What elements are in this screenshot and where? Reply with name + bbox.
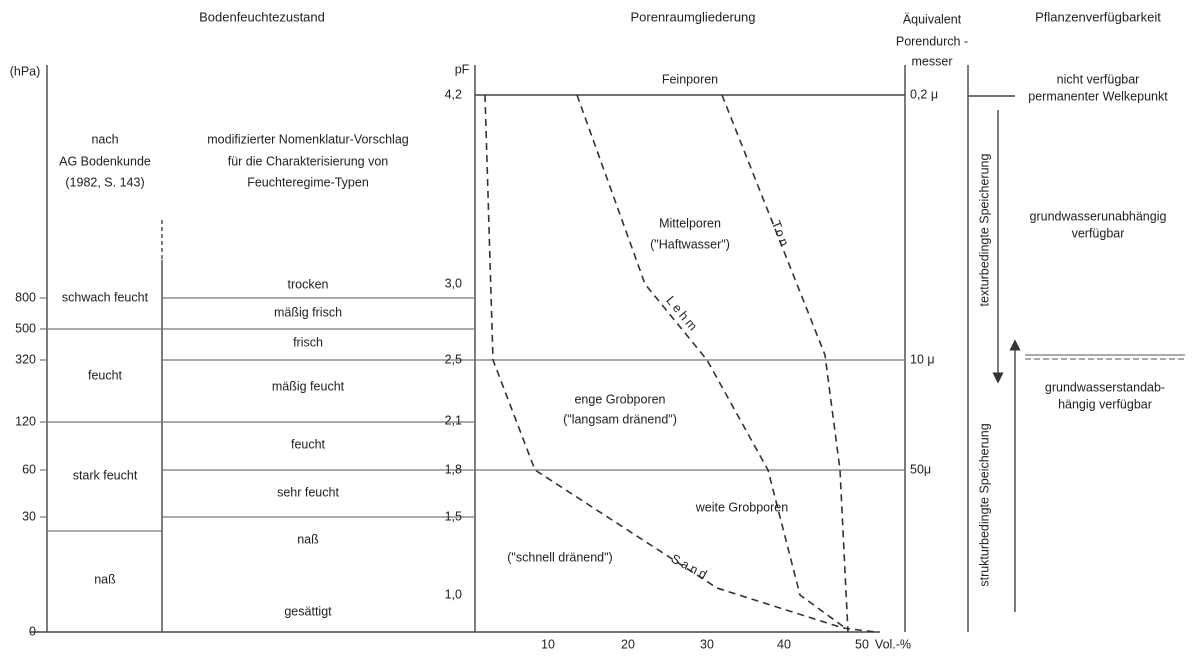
header: Äquivalent [903,12,962,26]
pf-tick: 2,1 [445,413,462,427]
header: Porendurch - [896,34,968,48]
availability-label: verfügbar [1072,226,1125,240]
class-label: trocken [288,277,329,291]
note: nach [91,132,118,146]
hpa-tick: 120 [15,414,36,428]
diameter: 10 μ [910,352,935,366]
class-label: naß [94,572,116,586]
x-tick: 50 [855,637,869,651]
availability-label: grundwasserstandab- [1045,380,1165,394]
pf-tick: 2,5 [445,352,462,366]
storage-label: strukturbedingte Speicherung [977,423,991,586]
hpa-tick: 320 [15,352,36,366]
pf-tick: 1,5 [445,509,462,523]
header: Pflanzenverfügbarkeit [1035,9,1161,24]
class-label: feucht [88,368,123,382]
class-label: gesättigt [284,604,332,618]
hpa-tick: 800 [15,290,36,304]
class-label: sehr feucht [277,485,339,499]
class-label: naß [297,532,319,546]
note: AG Bodenkunde [59,154,151,168]
x-tick: 10 [541,637,555,651]
availability-label: permanenter Welkepunkt [1028,89,1168,103]
availability-label: grundwasserunabhängig [1030,209,1167,223]
storage-label: texturbedingte Speicherung [977,154,991,307]
hpa-tick: 30 [22,509,36,523]
note: Feuchteregime-Typen [247,175,369,189]
axis-unit: (hPa) [10,64,41,78]
x-tick: 40 [777,637,791,651]
class-label: schwach feucht [62,290,149,304]
pf-tick: 3,0 [445,276,462,290]
x-tick: 30 [700,637,714,651]
note: für die Charakterisierung von [228,154,389,168]
pf-tick: 1,8 [445,462,462,476]
class-label: stark feucht [73,468,138,482]
class-label: mäßig feucht [272,379,345,393]
note: modifizierter Nomenklatur-Vorschlag [207,132,409,146]
header: Bodenfeuchtezustand [199,9,325,24]
diameter: 0,2 μ [910,87,938,101]
curve-label: Lehm [663,293,702,335]
header: Porenraumgliederung [630,9,755,24]
pore-label: ("schnell dränend") [507,550,612,564]
class-label: frisch [293,335,323,349]
note: (1982, S. 143) [65,175,144,189]
axis-unit: Vol.-% [875,637,911,651]
curve-label: Sand [669,552,712,584]
hpa-tick: 60 [22,462,36,476]
availability-label: nicht verfügbar [1057,72,1140,86]
frame [30,65,1185,633]
diameter: 50μ [910,462,931,476]
availability-label: hängig verfügbar [1058,397,1152,411]
curves [484,94,876,633]
class-label: mäßig frisch [274,305,342,319]
pore-label: Feinporen [662,72,718,86]
header: messer [912,54,953,68]
hpa-tick: 500 [15,321,36,335]
pf-tick: 1,0 [445,587,462,601]
pf-tick: 4,2 [445,87,462,101]
pore-label: ("Haftwasser") [650,237,730,251]
class-label: feucht [291,437,326,451]
axis-unit: pF [455,62,470,76]
pore-label: weite Grobporen [695,500,788,514]
pore-label: Mittelporen [659,216,721,230]
hpa-tick: 0 [29,624,36,638]
pore-label: enge Grobporen [574,392,665,406]
curve-label: Ton [769,219,793,251]
pore-label: ("langsam dränend") [563,412,677,426]
x-tick: 20 [621,637,635,651]
